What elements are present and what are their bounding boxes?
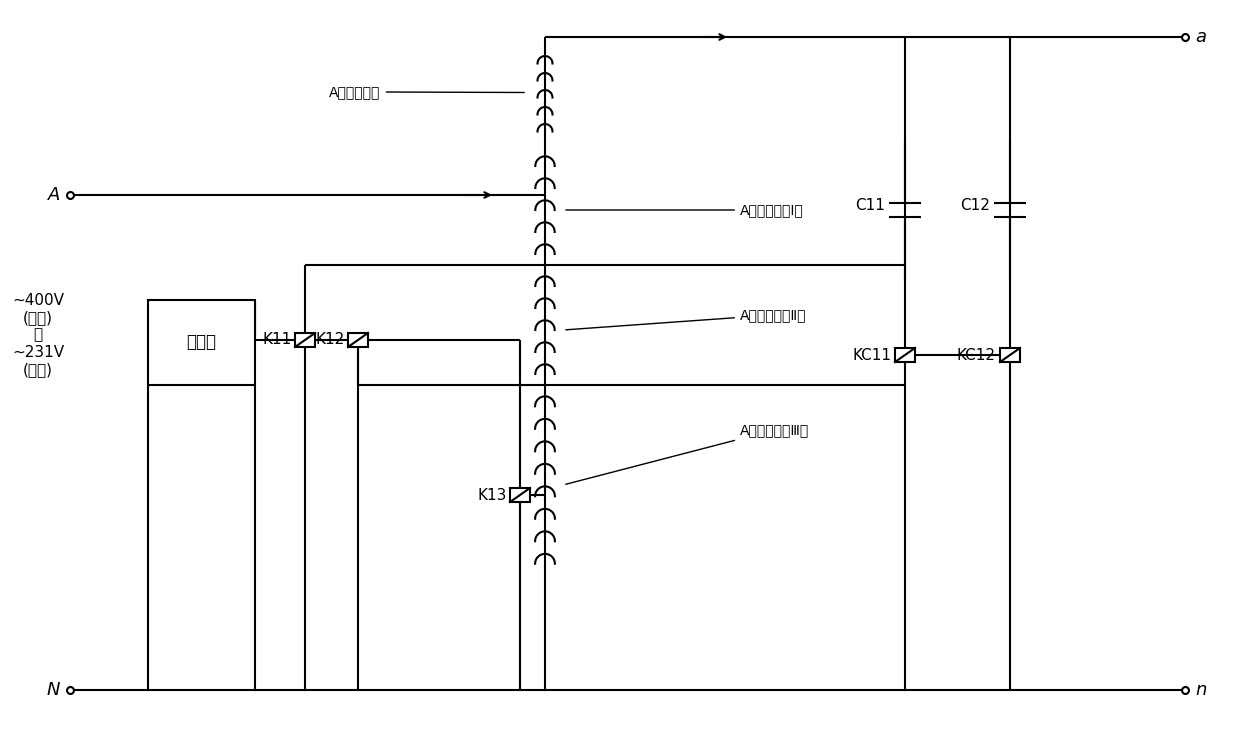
Text: KC11: KC11 [852, 347, 892, 363]
Bar [999, 348, 1021, 362]
Text: A相公共绕组Ⅱ段: A相公共绕组Ⅱ段 [565, 308, 806, 330]
Bar [295, 333, 315, 347]
Text: K12: K12 [316, 332, 345, 347]
Text: K11: K11 [263, 332, 291, 347]
Text: N: N [47, 681, 60, 699]
Text: C11: C11 [856, 198, 885, 212]
Bar [895, 348, 915, 362]
Bar [148, 300, 255, 385]
Text: a: a [1195, 28, 1207, 46]
Text: A相串联绕组: A相串联绕组 [330, 85, 525, 99]
Text: KC12: KC12 [957, 347, 996, 363]
Text: C12: C12 [960, 198, 990, 212]
Text: K13: K13 [477, 488, 507, 502]
Text: 控制器: 控制器 [186, 334, 217, 352]
Bar [510, 488, 529, 502]
Bar [348, 333, 368, 347]
Text: A: A [47, 186, 60, 204]
Text: A相公共绕组Ⅰ段: A相公共绕组Ⅰ段 [565, 203, 804, 217]
Text: ~400V
(三相)
或
~231V
(单相): ~400V (三相) 或 ~231V (单相) [12, 293, 64, 377]
Text: n: n [1195, 681, 1207, 699]
Text: A相公共绕组Ⅲ段: A相公共绕组Ⅲ段 [565, 423, 810, 484]
